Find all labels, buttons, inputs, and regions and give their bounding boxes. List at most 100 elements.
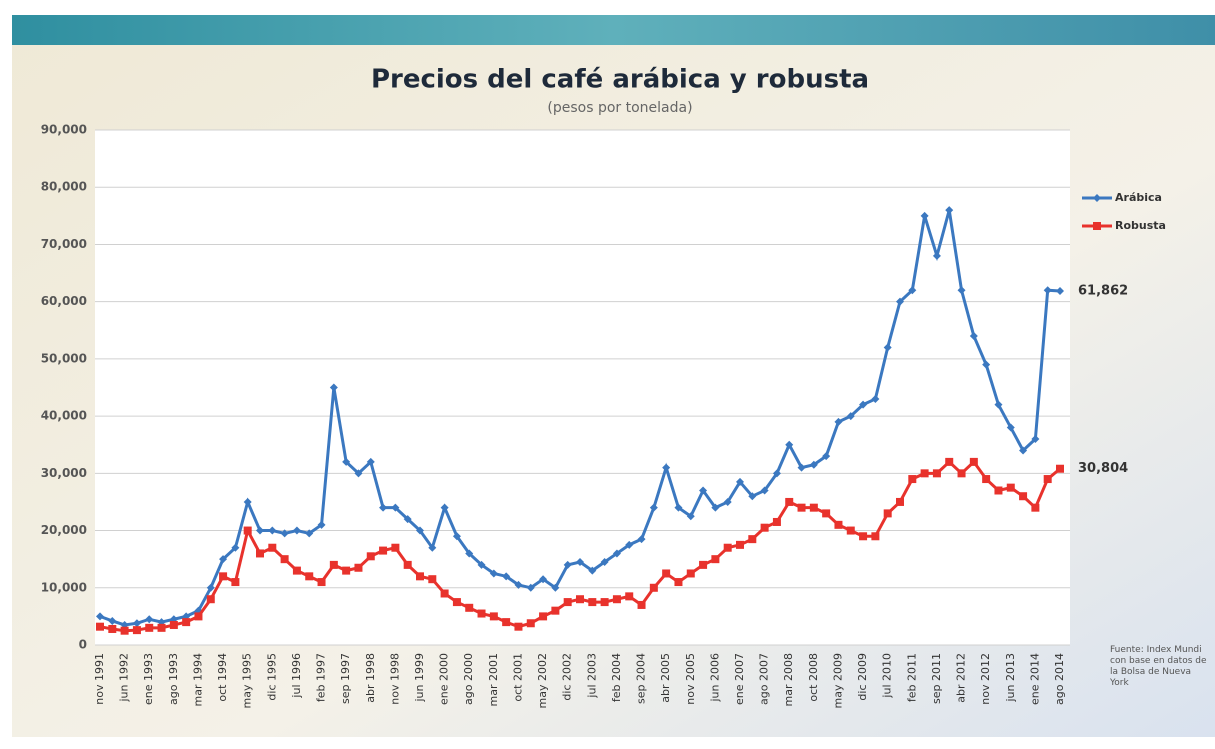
marker	[711, 503, 720, 512]
marker	[649, 503, 658, 512]
chart-title: Precios del café arábica y robusta	[371, 65, 869, 95]
marker	[219, 555, 228, 564]
x-tick-label: ago 2014	[1053, 653, 1066, 705]
marker	[1056, 464, 1064, 473]
marker	[231, 543, 240, 552]
marker	[957, 286, 966, 295]
marker	[342, 566, 351, 575]
x-tick-label: jul 2010	[881, 653, 894, 699]
marker	[674, 503, 683, 512]
marker	[391, 503, 400, 512]
x-tick-label: feb 2004	[610, 653, 623, 702]
marker	[243, 526, 252, 535]
marker	[809, 460, 818, 469]
x-tick-label: may 2009	[831, 653, 844, 708]
marker	[1031, 435, 1040, 443]
marker	[268, 526, 277, 535]
marker	[662, 569, 671, 578]
marker	[711, 555, 720, 564]
x-tick-label: oct 1994	[216, 653, 229, 702]
marker	[760, 523, 769, 532]
marker	[465, 603, 474, 612]
x-tick-label: sep 1997	[339, 653, 352, 704]
marker	[612, 595, 621, 604]
marker	[871, 394, 880, 403]
marker	[403, 560, 412, 569]
x-tick-label: feb 1997	[315, 653, 328, 702]
x-tick-label: may 2002	[536, 653, 549, 708]
marker	[256, 526, 264, 535]
x-tick-label: ene 2014	[1028, 653, 1041, 705]
legend-marker	[1093, 222, 1101, 230]
legend-label: Arábica	[1115, 191, 1162, 204]
marker	[354, 469, 363, 478]
marker	[859, 400, 868, 409]
marker	[96, 622, 104, 631]
marker	[797, 503, 806, 512]
marker	[834, 520, 843, 529]
marker	[576, 595, 584, 604]
marker	[576, 558, 584, 567]
chart-subtitle: (pesos por tonelada)	[547, 100, 692, 116]
marker	[625, 592, 634, 601]
x-tick-label: ene 1993	[142, 653, 155, 705]
marker	[477, 609, 486, 618]
y-tick-label: 50,000	[41, 351, 87, 365]
marker	[1006, 423, 1015, 432]
marker	[908, 475, 917, 484]
source-note: Fuente: Index Mundi con base en datos de…	[1110, 645, 1207, 688]
marker	[280, 555, 289, 564]
marker	[366, 457, 375, 466]
marker	[1031, 503, 1040, 512]
marker	[809, 503, 818, 512]
x-tick-label: jun 2006	[708, 653, 721, 703]
x-tick-label: ago 2000	[462, 653, 475, 705]
x-tick-label: jul 1996	[290, 653, 303, 699]
x-tick-label: nov 2005	[684, 653, 697, 705]
marker	[440, 503, 449, 512]
marker	[452, 598, 461, 607]
y-tick-label: 10,000	[41, 580, 87, 594]
marker	[982, 360, 991, 369]
marker	[526, 583, 535, 592]
marker	[514, 622, 523, 631]
x-tick-label: dic 1995	[265, 653, 278, 701]
marker	[477, 560, 486, 569]
marker	[969, 332, 978, 340]
y-tick-label: 30,000	[41, 466, 87, 480]
marker	[994, 400, 1003, 409]
x-tick-label: ago 1993	[167, 653, 180, 705]
marker	[994, 486, 1003, 495]
marker	[194, 612, 203, 621]
marker	[674, 578, 683, 587]
marker	[772, 517, 781, 526]
marker	[588, 598, 597, 607]
marker	[391, 543, 400, 552]
marker	[982, 475, 991, 484]
marker	[649, 583, 658, 592]
marker	[896, 497, 904, 506]
marker	[883, 509, 892, 518]
data-label: 30,804	[1078, 461, 1128, 476]
marker	[637, 535, 646, 544]
marker	[416, 572, 424, 581]
plot-area	[95, 130, 1070, 645]
marker	[945, 206, 954, 215]
marker	[342, 457, 351, 466]
x-tick-label: ene 2007	[733, 653, 746, 705]
marker	[243, 497, 252, 506]
marker	[268, 543, 277, 552]
marker	[354, 563, 363, 572]
marker	[1006, 483, 1015, 492]
marker	[280, 529, 289, 538]
marker	[932, 251, 941, 260]
marker	[182, 618, 191, 627]
marker	[428, 575, 437, 584]
x-tick-label: abr 1998	[364, 653, 377, 703]
marker	[108, 616, 117, 625]
x-tick-label: mar 1994	[191, 653, 204, 706]
marker	[1019, 492, 1028, 501]
y-tick-label: 40,000	[41, 409, 87, 423]
x-tick-label: sep 2011	[930, 653, 943, 704]
marker	[723, 497, 732, 506]
